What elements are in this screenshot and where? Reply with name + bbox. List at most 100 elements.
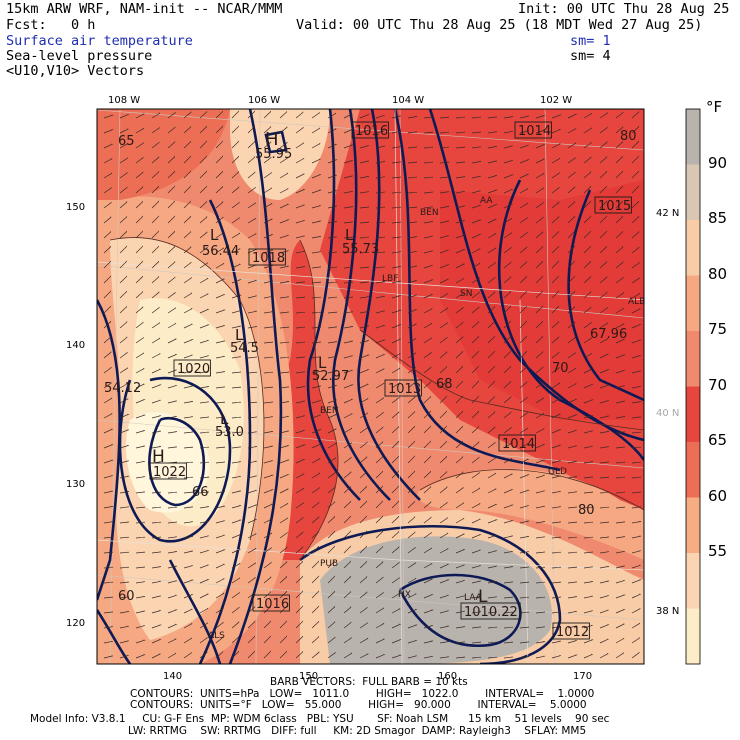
wind-barb [423, 440, 431, 449]
wind-barb [199, 651, 208, 659]
wind-barb [375, 236, 386, 239]
wind-barb [535, 320, 543, 329]
wind-barb [183, 491, 194, 494]
wind-barb [343, 486, 352, 494]
wind-barb [103, 382, 112, 389]
wind-barb [151, 399, 161, 404]
temperature-label: 52.97 [312, 369, 349, 384]
wind-barb [263, 445, 273, 449]
wind-barb [119, 382, 129, 389]
wind-barb [231, 386, 242, 389]
wind-barb [503, 550, 513, 554]
wind-barb [503, 381, 512, 389]
wind-barb [343, 159, 353, 164]
wind-barb [199, 140, 207, 149]
wind-barb [487, 306, 496, 314]
wind-barb [503, 581, 513, 584]
wind-barb [135, 654, 146, 659]
wind-barb [439, 235, 449, 239]
wind-barb [359, 191, 369, 194]
isobar-label: 1020 [177, 362, 210, 377]
wind-barb [599, 551, 609, 554]
colorbar-swatch [686, 608, 700, 665]
wind-barb [247, 186, 256, 194]
wind-barb [615, 261, 624, 269]
wind-barb [535, 336, 543, 344]
wind-barb [407, 206, 418, 209]
wind-barb [327, 413, 338, 419]
wind-barb [471, 248, 481, 254]
wind-barb [439, 610, 449, 614]
wind-barb [455, 292, 465, 299]
wind-barb [151, 353, 161, 359]
wind-barb [231, 186, 240, 194]
wind-barb [407, 546, 416, 554]
wind-barb [583, 639, 594, 644]
wind-barb [295, 605, 303, 614]
wind-barb [327, 516, 336, 524]
wind-barb [215, 340, 225, 344]
wind-barb [551, 157, 561, 164]
wind-barb [535, 521, 545, 524]
wind-barb [567, 336, 576, 344]
wind-barb [487, 145, 497, 149]
wind-barb [535, 129, 545, 134]
wind-barb [375, 441, 384, 449]
wind-barb [247, 295, 257, 299]
wind-barb [631, 323, 642, 329]
wind-barb [343, 442, 353, 449]
wind-barb [135, 610, 145, 614]
wind-barb [215, 431, 226, 434]
wind-barb [599, 400, 609, 404]
wind-barb [231, 310, 241, 314]
wind-barb [359, 354, 370, 359]
wind-barb [167, 156, 176, 164]
wind-barb [375, 500, 383, 509]
station-label: BEN [420, 208, 439, 218]
wind-barb [119, 625, 129, 629]
wind-barb [263, 561, 272, 569]
wind-barb [455, 517, 465, 524]
wind-barb [375, 411, 384, 419]
wind-barb [455, 365, 463, 374]
wind-barb [375, 426, 384, 434]
wind-barb [583, 321, 592, 329]
wind-barb [503, 188, 514, 194]
wind-barb [231, 263, 242, 269]
wind-barb [151, 141, 160, 149]
wind-barb [503, 504, 514, 509]
wind-barb [167, 322, 177, 329]
wind-barb [535, 459, 546, 464]
wind-barb [343, 144, 354, 149]
wind-barb [343, 427, 353, 434]
wind-barb [551, 397, 561, 404]
wind-barb [551, 506, 561, 509]
wind-barb [375, 176, 385, 179]
wind-barb [183, 155, 191, 164]
wind-barb [247, 125, 255, 134]
wind-barb [391, 221, 402, 224]
wind-barb [439, 307, 449, 314]
wind-barb [183, 323, 193, 329]
wind-barb [295, 371, 305, 374]
wind-barb [519, 505, 529, 509]
wind-barb [295, 620, 303, 629]
wind-barb [343, 501, 351, 509]
temperature-label: 53.0 [215, 425, 244, 440]
wind-barb [103, 366, 112, 374]
wind-barb [503, 276, 512, 284]
wind-barb [167, 307, 177, 314]
wind-barb [135, 414, 146, 419]
wind-barb [407, 608, 418, 614]
wind-barb [567, 398, 578, 404]
wind-barb [359, 456, 368, 464]
wind-barb [119, 201, 128, 209]
wind-barb [231, 232, 241, 239]
wind-barb [103, 611, 113, 614]
wind-barb [567, 476, 577, 479]
wind-barb [487, 596, 497, 599]
wind-barb [151, 415, 161, 419]
wind-barb [359, 325, 369, 329]
wind-barb [343, 398, 354, 404]
